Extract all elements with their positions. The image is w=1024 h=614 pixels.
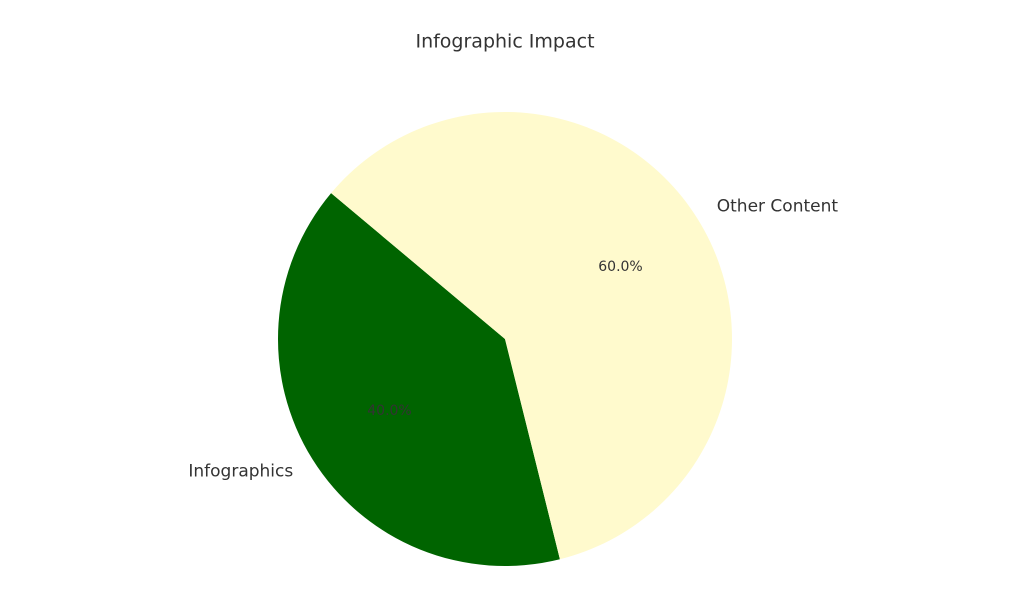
value-label: 60.0% — [598, 259, 642, 275]
category-label: Other Content — [717, 197, 839, 217]
pie-slice — [331, 111, 732, 560]
pie-slice — [278, 193, 560, 566]
value-label: 40.0% — [367, 403, 411, 419]
category-label: Infographics — [188, 461, 293, 481]
chart-title: Infographic Impact — [415, 31, 594, 53]
